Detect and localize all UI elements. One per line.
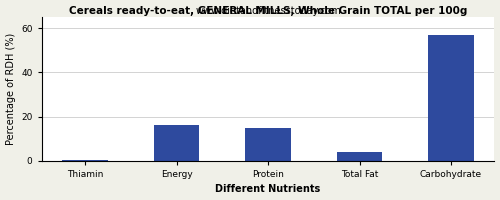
- X-axis label: Different Nutrients: Different Nutrients: [216, 184, 320, 194]
- Bar: [336, 152, 382, 161]
- Text: www.dietandfitnesstoday.com: www.dietandfitnesstoday.com: [195, 6, 341, 16]
- Title: Cereals ready-to-eat, GENERAL MILLS, Whole Grain TOTAL per 100g: Cereals ready-to-eat, GENERAL MILLS, Who…: [69, 6, 467, 16]
- Bar: [62, 160, 108, 161]
- Bar: [245, 128, 291, 161]
- Y-axis label: Percentage of RDH (%): Percentage of RDH (%): [6, 33, 16, 145]
- Bar: [428, 35, 474, 161]
- Bar: [154, 125, 200, 161]
